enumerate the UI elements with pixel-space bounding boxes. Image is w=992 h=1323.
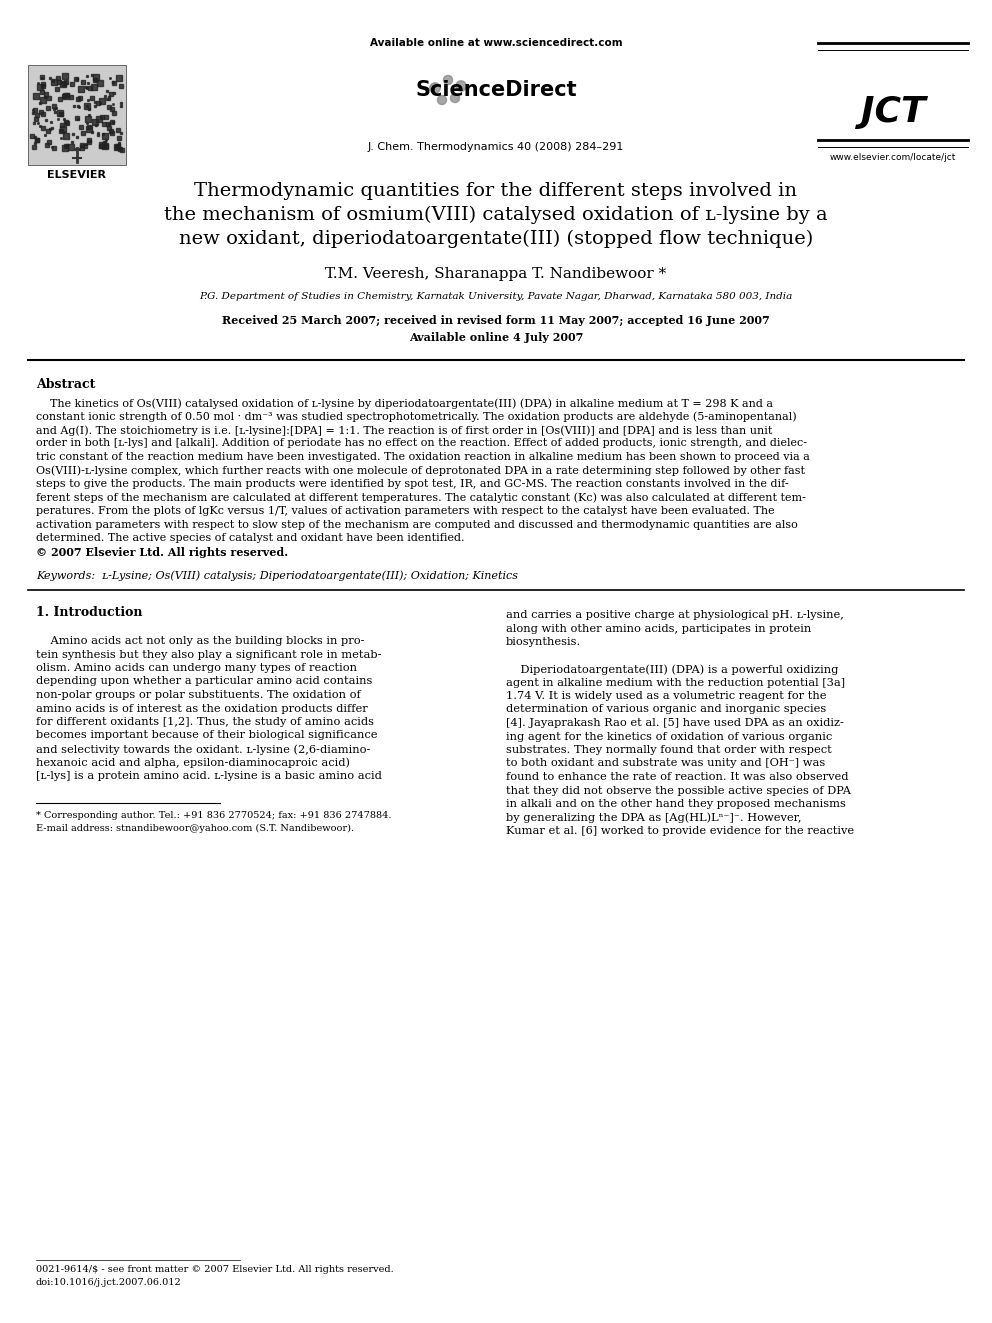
- Text: along with other amino acids, participates in protein: along with other amino acids, participat…: [506, 623, 811, 634]
- Ellipse shape: [437, 95, 446, 105]
- Text: and selectivity towards the oxidant. ʟ-lysine (2,6-diamino-: and selectivity towards the oxidant. ʟ-l…: [36, 744, 370, 754]
- Text: determination of various organic and inorganic species: determination of various organic and ino…: [506, 705, 826, 714]
- Text: determined. The active species of catalyst and oxidant have been identified.: determined. The active species of cataly…: [36, 533, 464, 542]
- Text: Diperiodatoargentate(III) (DPA) is a powerful oxidizing: Diperiodatoargentate(III) (DPA) is a pow…: [506, 664, 838, 675]
- Text: Thermodynamic quantities for the different steps involved in: Thermodynamic quantities for the differe…: [194, 183, 798, 200]
- Text: Abstract: Abstract: [36, 378, 95, 392]
- Text: © 2007 Elsevier Ltd. All rights reserved.: © 2007 Elsevier Ltd. All rights reserved…: [36, 546, 288, 557]
- Text: Keywords:  ʟ-Lysine; Os(VIII) catalysis; Diperiodatoargentate(III); Oxidation; K: Keywords: ʟ-Lysine; Os(VIII) catalysis; …: [36, 570, 518, 581]
- Text: Available online at www.sciencedirect.com: Available online at www.sciencedirect.co…: [370, 38, 622, 48]
- Text: 1. Introduction: 1. Introduction: [36, 606, 143, 619]
- Ellipse shape: [430, 83, 440, 93]
- Text: olism. Amino acids can undergo many types of reaction: olism. Amino acids can undergo many type…: [36, 663, 357, 673]
- Ellipse shape: [443, 75, 452, 85]
- Text: and carries a positive charge at physiological pH. ʟ-lysine,: and carries a positive charge at physiol…: [506, 610, 844, 620]
- Text: in alkali and on the other hand they proposed mechanisms: in alkali and on the other hand they pro…: [506, 799, 846, 808]
- Text: by generalizing the DPA as [Ag(HL)Lⁿ⁻]⁻. However,: by generalizing the DPA as [Ag(HL)Lⁿ⁻]⁻.…: [506, 812, 802, 823]
- Text: JCT: JCT: [861, 95, 926, 130]
- Text: Amino acids act not only as the building blocks in pro-: Amino acids act not only as the building…: [36, 636, 364, 646]
- Text: tein synthesis but they also play a significant role in metab-: tein synthesis but they also play a sign…: [36, 650, 382, 659]
- Text: The kinetics of Os(VIII) catalysed oxidation of ʟ-lysine by diperiodatoargentate: The kinetics of Os(VIII) catalysed oxida…: [36, 398, 773, 409]
- Bar: [28, 65, 126, 165]
- Text: Available online 4 July 2007: Available online 4 July 2007: [409, 332, 583, 343]
- Text: for different oxidants [1,2]. Thus, the study of amino acids: for different oxidants [1,2]. Thus, the …: [36, 717, 374, 728]
- Text: activation parameters with respect to slow step of the mechanism are computed an: activation parameters with respect to sl…: [36, 520, 798, 529]
- Text: Os(VIII)-ʟ-lysine complex, which further reacts with one molecule of deprotonate: Os(VIII)-ʟ-lysine complex, which further…: [36, 466, 805, 476]
- Text: agent in alkaline medium with the reduction potential [3a]: agent in alkaline medium with the reduct…: [506, 677, 845, 688]
- Text: T.M. Veeresh, Sharanappa T. Nandibewoor *: T.M. Veeresh, Sharanappa T. Nandibewoor …: [325, 267, 667, 280]
- Text: becomes important because of their biological significance: becomes important because of their biolo…: [36, 730, 378, 741]
- Text: * Corresponding author. Tel.: +91 836 2770524; fax: +91 836 2747884.: * Corresponding author. Tel.: +91 836 27…: [36, 811, 392, 819]
- Text: depending upon whether a particular amino acid contains: depending upon whether a particular amin…: [36, 676, 372, 687]
- Text: amino acids is of interest as the oxidation products differ: amino acids is of interest as the oxidat…: [36, 704, 368, 713]
- Text: Received 25 March 2007; received in revised form 11 May 2007; accepted 16 June 2: Received 25 March 2007; received in revi…: [222, 315, 770, 325]
- Text: constant ionic strength of 0.50 mol · dm⁻³ was studied spectrophotometrically. T: constant ionic strength of 0.50 mol · dm…: [36, 411, 797, 422]
- Text: tric constant of the reaction medium have been investigated. The oxidation react: tric constant of the reaction medium hav…: [36, 452, 809, 462]
- Text: substrates. They normally found that order with respect: substrates. They normally found that ord…: [506, 745, 831, 755]
- Ellipse shape: [455, 81, 466, 91]
- Text: order in both [ʟ-lys] and [alkali]. Addition of periodate has no effect on the r: order in both [ʟ-lys] and [alkali]. Addi…: [36, 438, 807, 448]
- Text: doi:10.1016/j.jct.2007.06.012: doi:10.1016/j.jct.2007.06.012: [36, 1278, 182, 1287]
- Text: ELSEVIER: ELSEVIER: [48, 169, 106, 180]
- Text: J. Chem. Thermodynamics 40 (2008) 284–291: J. Chem. Thermodynamics 40 (2008) 284–29…: [368, 142, 624, 152]
- Text: steps to give the products. The main products were identified by spot test, IR, : steps to give the products. The main pro…: [36, 479, 789, 490]
- Text: to both oxidant and substrate was unity and [OH⁻] was: to both oxidant and substrate was unity …: [506, 758, 825, 769]
- Text: found to enhance the rate of reaction. It was also observed: found to enhance the rate of reaction. I…: [506, 773, 848, 782]
- Text: Kumar et al. [6] worked to provide evidence for the reactive: Kumar et al. [6] worked to provide evide…: [506, 826, 854, 836]
- Text: [4]. Jayaprakash Rao et al. [5] have used DPA as an oxidiz-: [4]. Jayaprakash Rao et al. [5] have use…: [506, 718, 844, 728]
- Text: www.elsevier.com/locate/jct: www.elsevier.com/locate/jct: [830, 153, 956, 161]
- Text: 1.74 V. It is widely used as a volumetric reagent for the: 1.74 V. It is widely used as a volumetri…: [506, 691, 826, 701]
- Text: E-mail address: stnandibewoor@yahoo.com (S.T. Nandibewoor).: E-mail address: stnandibewoor@yahoo.com …: [36, 823, 354, 832]
- Text: new oxidant, diperiodatoargentate(III) (stopped flow technique): new oxidant, diperiodatoargentate(III) (…: [179, 230, 813, 249]
- Text: ing agent for the kinetics of oxidation of various organic: ing agent for the kinetics of oxidation …: [506, 732, 832, 741]
- Text: the mechanism of osmium(VIII) catalysed oxidation of ʟ-lysine by a: the mechanism of osmium(VIII) catalysed …: [165, 206, 827, 225]
- Text: hexanoic acid and alpha, epsilon-diaminocaproic acid): hexanoic acid and alpha, epsilon-diamino…: [36, 758, 350, 769]
- Text: biosynthesis.: biosynthesis.: [506, 636, 581, 647]
- Text: that they did not observe the possible active species of DPA: that they did not observe the possible a…: [506, 786, 851, 795]
- Text: non-polar groups or polar substituents. The oxidation of: non-polar groups or polar substituents. …: [36, 691, 361, 700]
- Ellipse shape: [450, 94, 459, 103]
- Text: [ʟ-lys] is a protein amino acid. ʟ-lysine is a basic amino acid: [ʟ-lys] is a protein amino acid. ʟ-lysin…: [36, 771, 382, 781]
- Text: ScienceDirect: ScienceDirect: [416, 79, 576, 101]
- Text: and Ag(I). The stoichiometry is i.e. [ʟ-lysine]:[DPA] = 1:1. The reaction is of : and Ag(I). The stoichiometry is i.e. [ʟ-…: [36, 425, 773, 435]
- Text: 0021-9614/$ - see front matter © 2007 Elsevier Ltd. All rights reserved.: 0021-9614/$ - see front matter © 2007 El…: [36, 1265, 394, 1274]
- Text: P.G. Department of Studies in Chemistry, Karnatak University, Pavate Nagar, Dhar: P.G. Department of Studies in Chemistry,…: [199, 292, 793, 302]
- Text: peratures. From the plots of lgKc versus 1/T, values of activation parameters wi: peratures. From the plots of lgKc versus…: [36, 505, 775, 516]
- Text: ferent steps of the mechanism are calculated at different temperatures. The cata: ferent steps of the mechanism are calcul…: [36, 492, 806, 503]
